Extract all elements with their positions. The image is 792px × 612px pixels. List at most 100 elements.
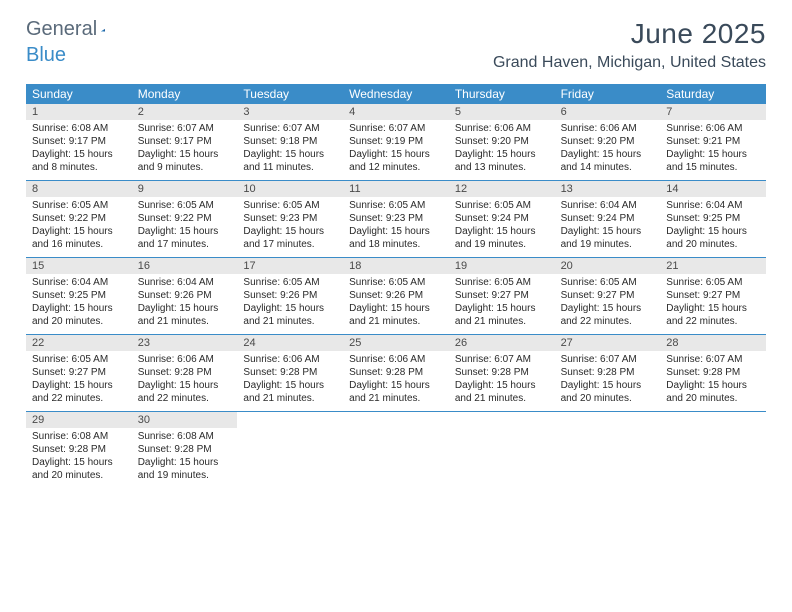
title-block: June 2025 Grand Haven, Michigan, United … [493, 18, 766, 72]
daylight-line: Daylight: 15 hours and 22 minutes. [561, 302, 655, 328]
day-number: 22 [26, 335, 132, 351]
sunrise-line: Sunrise: 6:05 AM [243, 199, 337, 212]
daylight-line: Daylight: 15 hours and 20 minutes. [666, 379, 760, 405]
sunrise-line: Sunrise: 6:07 AM [455, 353, 549, 366]
day-number: 16 [132, 258, 238, 274]
day-info: Sunrise: 6:08 AMSunset: 9:28 PMDaylight:… [132, 428, 238, 488]
calendar-cell: 23Sunrise: 6:06 AMSunset: 9:28 PMDayligh… [132, 335, 238, 411]
daylight-line: Daylight: 15 hours and 22 minutes. [666, 302, 760, 328]
dow-row: Sunday Monday Tuesday Wednesday Thursday… [26, 84, 766, 104]
calendar-cell: 17Sunrise: 6:05 AMSunset: 9:26 PMDayligh… [237, 258, 343, 334]
day-info: Sunrise: 6:06 AMSunset: 9:20 PMDaylight:… [555, 120, 661, 180]
day-number: 7 [660, 104, 766, 120]
day-info: Sunrise: 6:05 AMSunset: 9:22 PMDaylight:… [132, 197, 238, 257]
day-info: Sunrise: 6:05 AMSunset: 9:22 PMDaylight:… [26, 197, 132, 257]
calendar-week: 8Sunrise: 6:05 AMSunset: 9:22 PMDaylight… [26, 181, 766, 258]
sunset-line: Sunset: 9:24 PM [561, 212, 655, 225]
calendar-cell: 9Sunrise: 6:05 AMSunset: 9:22 PMDaylight… [132, 181, 238, 257]
day-number: 15 [26, 258, 132, 274]
day-number: 30 [132, 412, 238, 428]
day-number: 10 [237, 181, 343, 197]
daylight-line: Daylight: 15 hours and 20 minutes. [32, 302, 126, 328]
day-info: Sunrise: 6:05 AMSunset: 9:26 PMDaylight:… [343, 274, 449, 334]
daylight-line: Daylight: 15 hours and 20 minutes. [32, 456, 126, 482]
calendar-cell: 6Sunrise: 6:06 AMSunset: 9:20 PMDaylight… [555, 104, 661, 180]
day-number: 20 [555, 258, 661, 274]
calendar-cell: 30Sunrise: 6:08 AMSunset: 9:28 PMDayligh… [132, 412, 238, 488]
calendar-cell [237, 412, 343, 488]
sunset-line: Sunset: 9:22 PM [138, 212, 232, 225]
sunset-line: Sunset: 9:19 PM [349, 135, 443, 148]
sunset-line: Sunset: 9:20 PM [455, 135, 549, 148]
sunrise-line: Sunrise: 6:08 AM [32, 430, 126, 443]
day-number: 5 [449, 104, 555, 120]
day-info: Sunrise: 6:05 AMSunset: 9:24 PMDaylight:… [449, 197, 555, 257]
day-number: 2 [132, 104, 238, 120]
calendar-cell: 25Sunrise: 6:06 AMSunset: 9:28 PMDayligh… [343, 335, 449, 411]
sunrise-line: Sunrise: 6:05 AM [243, 276, 337, 289]
sunrise-line: Sunrise: 6:07 AM [138, 122, 232, 135]
day-info: Sunrise: 6:05 AMSunset: 9:27 PMDaylight:… [26, 351, 132, 411]
sunrise-line: Sunrise: 6:06 AM [561, 122, 655, 135]
day-number: 25 [343, 335, 449, 351]
dow-wednesday: Wednesday [343, 84, 449, 104]
day-info: Sunrise: 6:06 AMSunset: 9:28 PMDaylight:… [343, 351, 449, 411]
sunrise-line: Sunrise: 6:06 AM [138, 353, 232, 366]
calendar-cell [343, 412, 449, 488]
day-number: 1 [26, 104, 132, 120]
sunset-line: Sunset: 9:24 PM [455, 212, 549, 225]
sunset-line: Sunset: 9:25 PM [666, 212, 760, 225]
title-location: Grand Haven, Michigan, United States [493, 54, 766, 72]
daylight-line: Daylight: 15 hours and 9 minutes. [138, 148, 232, 174]
day-info: Sunrise: 6:05 AMSunset: 9:27 PMDaylight:… [449, 274, 555, 334]
calendar-cell: 15Sunrise: 6:04 AMSunset: 9:25 PMDayligh… [26, 258, 132, 334]
sunset-line: Sunset: 9:26 PM [349, 289, 443, 302]
daylight-line: Daylight: 15 hours and 19 minutes. [561, 225, 655, 251]
calendar: Sunday Monday Tuesday Wednesday Thursday… [26, 84, 766, 488]
dow-tuesday: Tuesday [237, 84, 343, 104]
day-number: 12 [449, 181, 555, 197]
sunrise-line: Sunrise: 6:06 AM [455, 122, 549, 135]
day-number: 28 [660, 335, 766, 351]
sunset-line: Sunset: 9:17 PM [138, 135, 232, 148]
day-info: Sunrise: 6:08 AMSunset: 9:28 PMDaylight:… [26, 428, 132, 488]
day-info: Sunrise: 6:07 AMSunset: 9:19 PMDaylight:… [343, 120, 449, 180]
calendar-cell: 26Sunrise: 6:07 AMSunset: 9:28 PMDayligh… [449, 335, 555, 411]
logo-triangle-icon [101, 22, 105, 38]
sunrise-line: Sunrise: 6:04 AM [32, 276, 126, 289]
day-number: 14 [660, 181, 766, 197]
daylight-line: Daylight: 15 hours and 21 minutes. [138, 302, 232, 328]
day-number: 27 [555, 335, 661, 351]
daylight-line: Daylight: 15 hours and 17 minutes. [138, 225, 232, 251]
dow-thursday: Thursday [449, 84, 555, 104]
sunset-line: Sunset: 9:26 PM [138, 289, 232, 302]
day-info: Sunrise: 6:08 AMSunset: 9:17 PMDaylight:… [26, 120, 132, 180]
calendar-cell: 16Sunrise: 6:04 AMSunset: 9:26 PMDayligh… [132, 258, 238, 334]
logo: General [26, 18, 125, 41]
day-info: Sunrise: 6:05 AMSunset: 9:27 PMDaylight:… [555, 274, 661, 334]
day-info: Sunrise: 6:06 AMSunset: 9:21 PMDaylight:… [660, 120, 766, 180]
dow-saturday: Saturday [660, 84, 766, 104]
day-number: 3 [237, 104, 343, 120]
daylight-line: Daylight: 15 hours and 8 minutes. [32, 148, 126, 174]
sunrise-line: Sunrise: 6:07 AM [666, 353, 760, 366]
day-number: 23 [132, 335, 238, 351]
sunset-line: Sunset: 9:27 PM [455, 289, 549, 302]
calendar-cell: 22Sunrise: 6:05 AMSunset: 9:27 PMDayligh… [26, 335, 132, 411]
calendar-cell: 13Sunrise: 6:04 AMSunset: 9:24 PMDayligh… [555, 181, 661, 257]
daylight-line: Daylight: 15 hours and 20 minutes. [561, 379, 655, 405]
day-number: 21 [660, 258, 766, 274]
sunset-line: Sunset: 9:28 PM [243, 366, 337, 379]
sunset-line: Sunset: 9:28 PM [349, 366, 443, 379]
day-info: Sunrise: 6:04 AMSunset: 9:25 PMDaylight:… [26, 274, 132, 334]
sunset-line: Sunset: 9:28 PM [138, 443, 232, 456]
calendar-week: 15Sunrise: 6:04 AMSunset: 9:25 PMDayligh… [26, 258, 766, 335]
daylight-line: Daylight: 15 hours and 12 minutes. [349, 148, 443, 174]
daylight-line: Daylight: 15 hours and 16 minutes. [32, 225, 126, 251]
sunset-line: Sunset: 9:28 PM [138, 366, 232, 379]
calendar-cell: 11Sunrise: 6:05 AMSunset: 9:23 PMDayligh… [343, 181, 449, 257]
title-month: June 2025 [493, 18, 766, 50]
dow-monday: Monday [132, 84, 238, 104]
calendar-cell: 7Sunrise: 6:06 AMSunset: 9:21 PMDaylight… [660, 104, 766, 180]
day-info: Sunrise: 6:06 AMSunset: 9:28 PMDaylight:… [132, 351, 238, 411]
